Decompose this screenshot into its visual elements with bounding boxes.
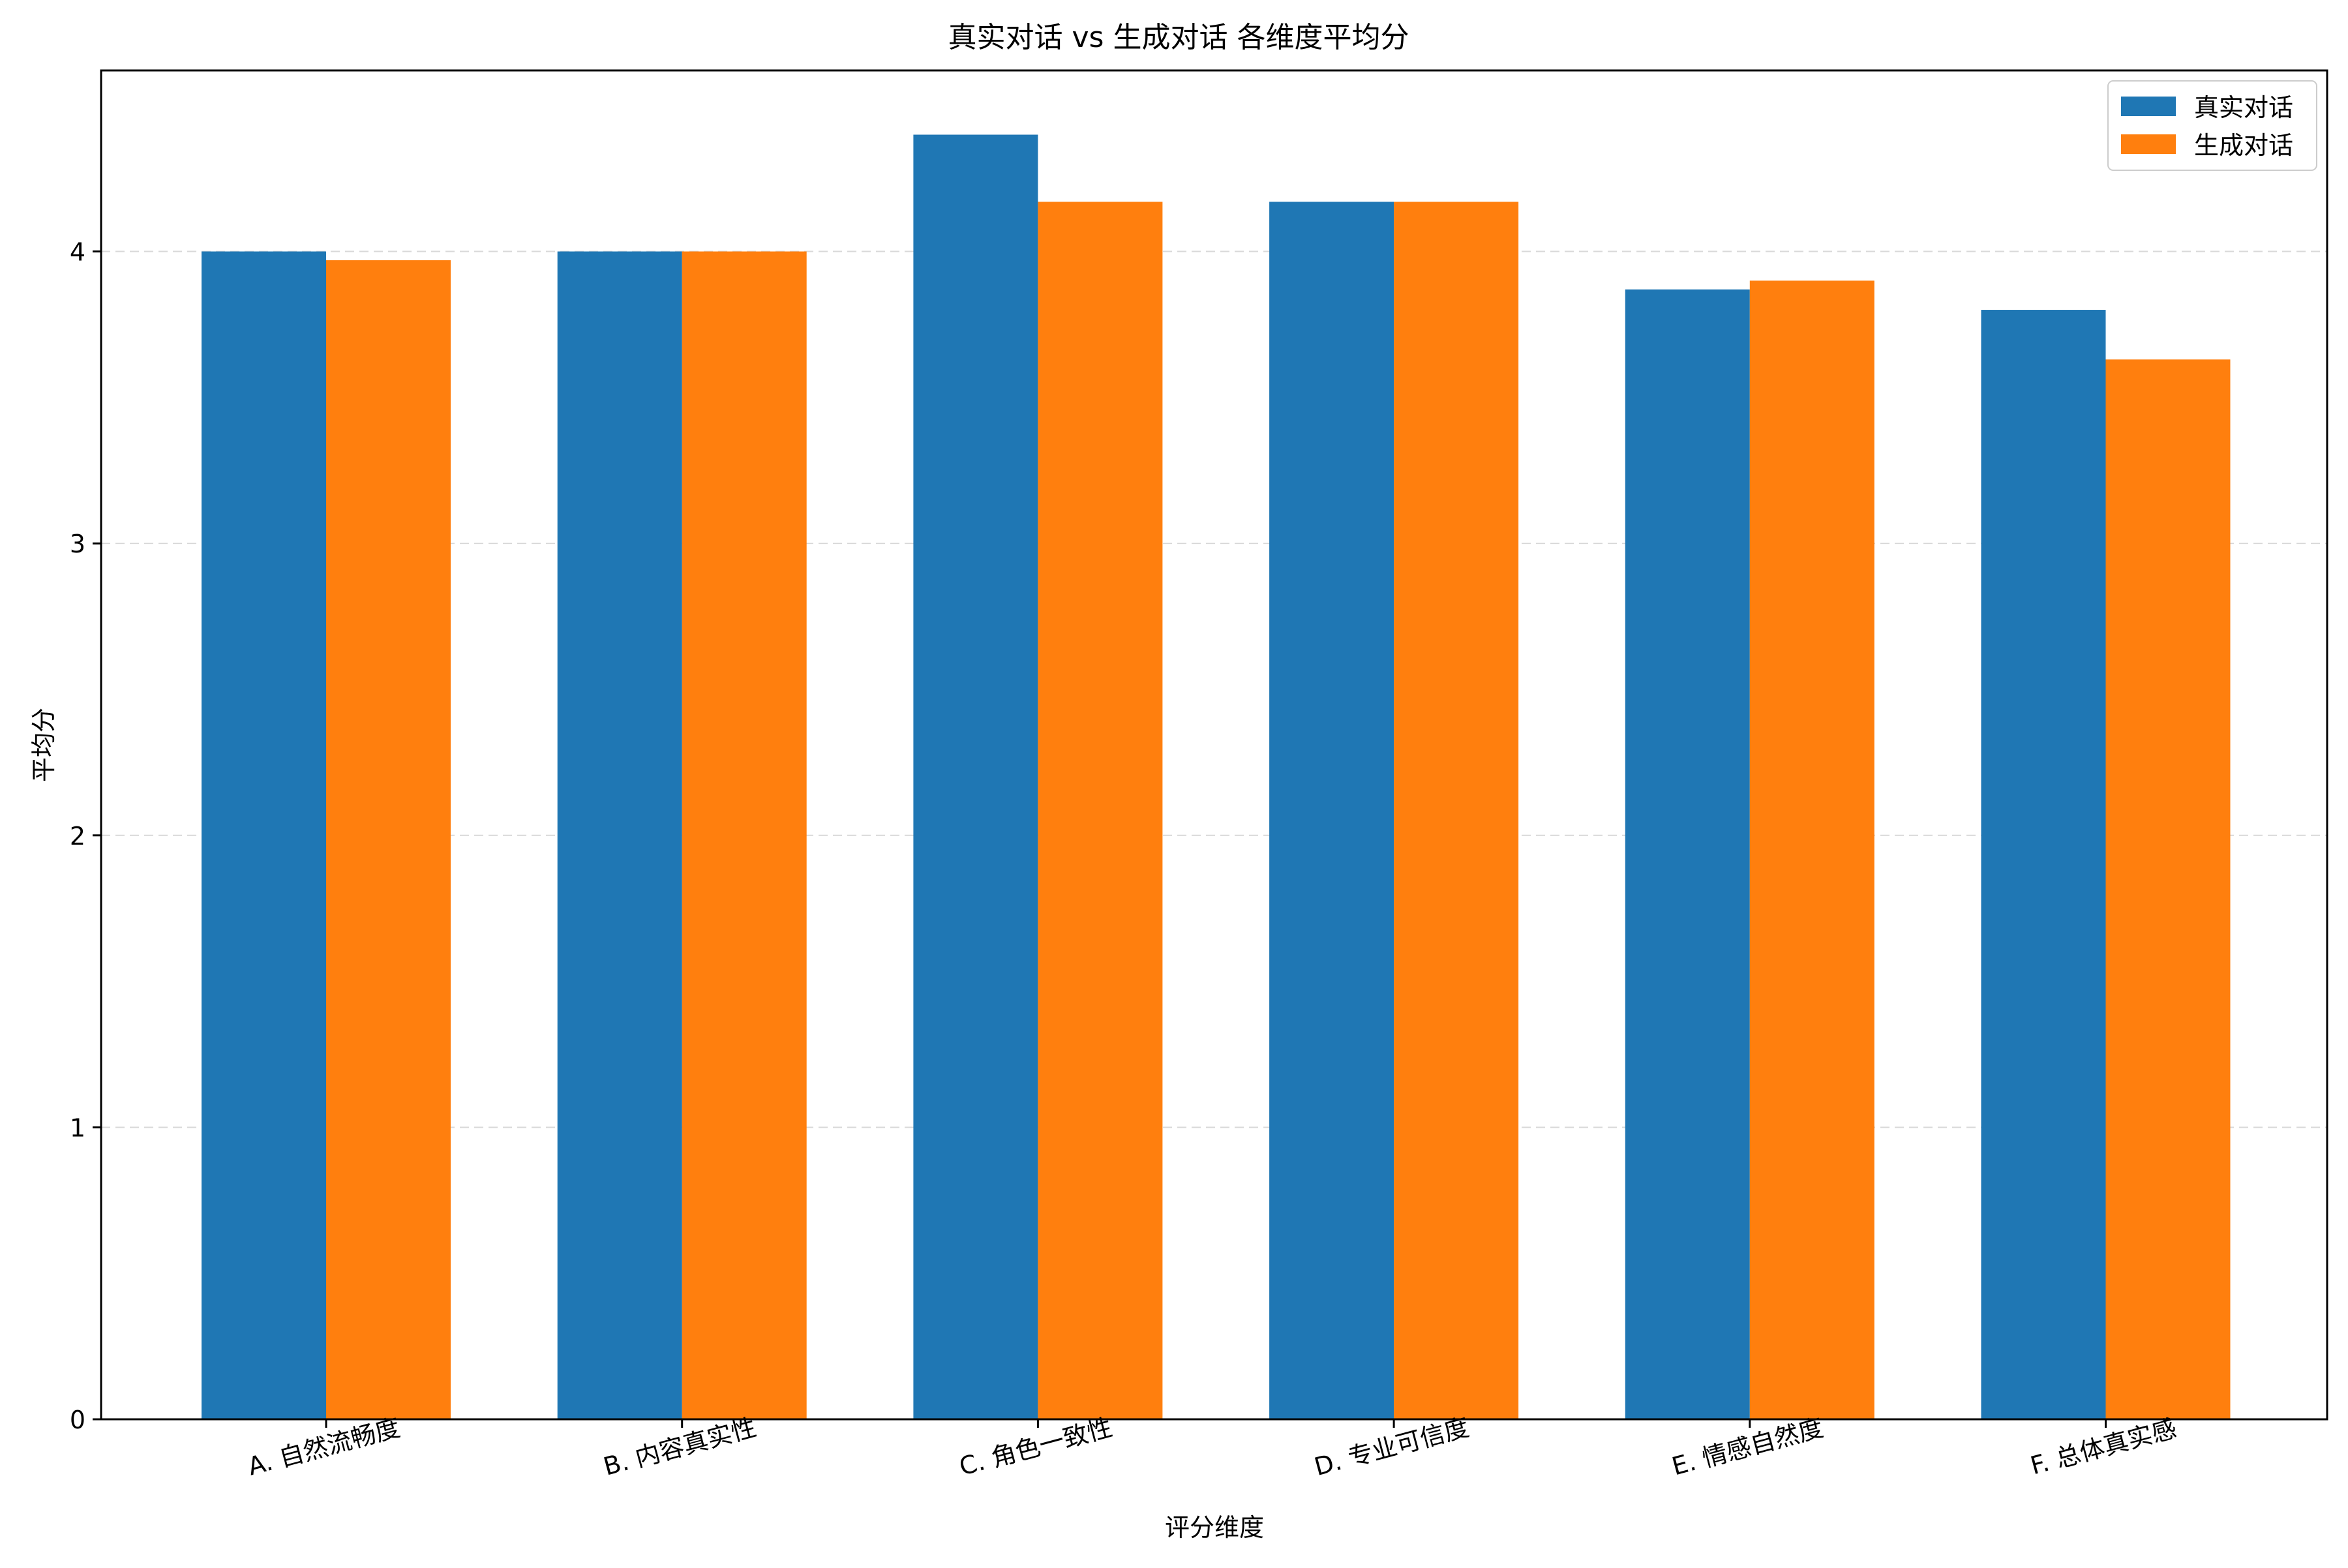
bar-real	[1981, 310, 2106, 1419]
y-tick-label: 3	[70, 530, 85, 558]
y-axis-label: 平均分	[29, 708, 58, 782]
bar-generated	[1394, 202, 1519, 1419]
x-axis-label: 评分维度	[1165, 1513, 1264, 1542]
y-axis: 0 1 2 3 4	[70, 238, 101, 1434]
bar-generated	[682, 251, 807, 1419]
chart-title: 真实对话 vs 生成对话 各维度平均分	[948, 21, 1409, 54]
bar-generated	[2105, 359, 2231, 1420]
bar-real	[913, 134, 1038, 1419]
bar-generated	[326, 260, 451, 1419]
bar-real	[557, 251, 682, 1419]
grid-lines	[101, 250, 2327, 1128]
legend-swatch	[2121, 134, 2176, 154]
bar-real	[1269, 202, 1394, 1419]
y-tick-label: 0	[70, 1406, 85, 1434]
y-tick-label: 4	[70, 238, 85, 267]
bar-generated	[1749, 280, 1874, 1420]
bars	[202, 134, 2231, 1420]
y-tick-label: 2	[70, 822, 85, 851]
bar-generated	[1038, 202, 1163, 1419]
legend-label: 生成对话	[2194, 131, 2293, 160]
legend-label: 真实对话	[2194, 93, 2293, 122]
legend-swatch	[2121, 97, 2176, 116]
bar-real	[202, 251, 326, 1419]
bar-real	[1625, 289, 1750, 1419]
y-tick-label: 1	[70, 1113, 85, 1142]
plot-frame	[100, 69, 2328, 1421]
